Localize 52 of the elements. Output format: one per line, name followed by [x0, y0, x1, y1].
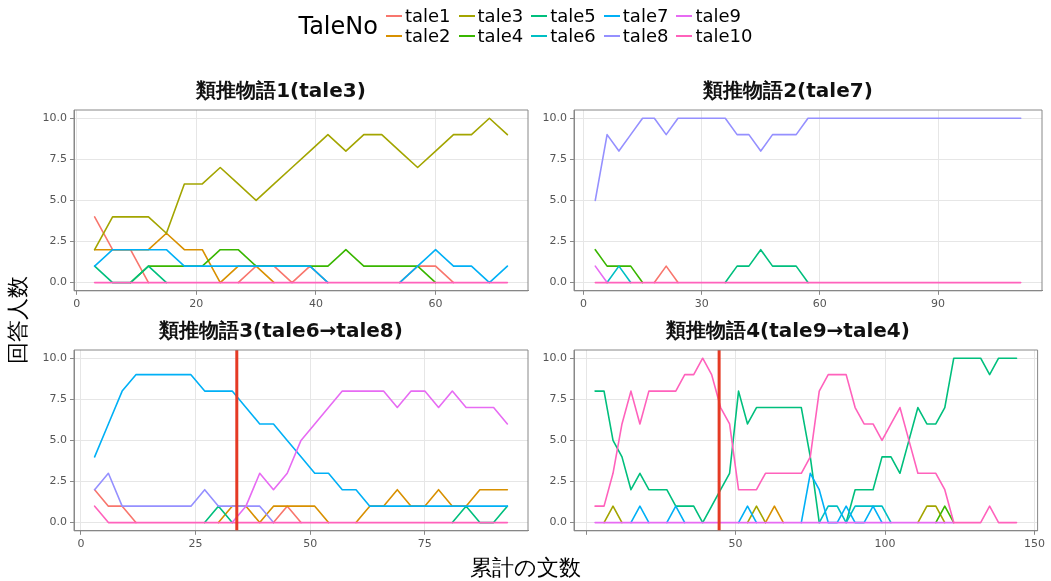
y-tick-label: 5.0	[49, 433, 67, 447]
legend-label: tale1	[404, 5, 451, 26]
legend-label: tale4	[477, 25, 524, 46]
chart-title: 類推物語4(tale9→tale4)	[665, 318, 910, 343]
x-tick-label: 75	[417, 537, 432, 551]
y-tick-label: 0.0	[549, 275, 567, 289]
x-tick-label: 30	[694, 297, 709, 311]
y-tick-label: 0.0	[549, 515, 567, 529]
y-tick-label: 10.0	[42, 351, 67, 365]
x-tick-label: 20	[189, 297, 204, 311]
legend-label: tale7	[622, 5, 669, 26]
chart-title: 類推物語2(tale7)	[702, 78, 873, 103]
y-tick-label: 5.0	[49, 193, 67, 207]
chart-title: 類推物語1(tale3)	[195, 78, 366, 103]
x-axis-title: 累計の文数	[469, 554, 582, 581]
x-tick-label: 25	[188, 537, 203, 551]
legend-label: tale5	[550, 5, 596, 26]
y-tick-label: 0.0	[49, 275, 67, 289]
y-axis-title: 回答人数	[4, 276, 31, 364]
x-tick-label: 40	[308, 297, 323, 311]
y-tick-label: 10.0	[542, 351, 567, 365]
x-tick-label: 0	[73, 297, 81, 311]
x-tick-label: 100	[874, 537, 896, 551]
x-tick-label: 50	[728, 537, 743, 551]
x-tick-label: 50	[303, 537, 318, 551]
y-tick-label: 0.0	[49, 515, 67, 529]
legend-label: tale10	[695, 25, 753, 46]
legend-label: tale8	[622, 25, 669, 46]
x-tick-label: 60	[812, 297, 827, 311]
y-tick-label: 2.5	[549, 234, 567, 248]
y-tick-label: 7.5	[549, 152, 567, 166]
x-tick-label: 0	[77, 537, 85, 551]
y-tick-label: 5.0	[549, 433, 567, 447]
y-tick-label: 2.5	[49, 234, 67, 248]
y-tick-label: 10.0	[42, 111, 67, 125]
y-tick-label: 10.0	[542, 111, 567, 125]
legend-label: tale2	[404, 25, 451, 46]
x-tick-label: 0	[579, 297, 587, 311]
legend-title: TaleNo	[298, 12, 378, 40]
y-tick-label: 7.5	[549, 392, 567, 406]
y-tick-label: 7.5	[49, 152, 67, 166]
y-tick-label: 5.0	[549, 193, 567, 207]
y-tick-label: 7.5	[49, 392, 67, 406]
x-tick-label: 60	[428, 297, 443, 311]
legend-label: tale9	[695, 5, 742, 26]
chart-title: 類推物語3(tale6→tale8)	[158, 318, 403, 343]
y-tick-label: 2.5	[549, 474, 567, 488]
x-tick-label: 90	[931, 297, 945, 311]
legend-label: tale3	[477, 5, 524, 26]
y-tick-label: 2.5	[49, 474, 67, 488]
x-tick-label: 150	[1023, 537, 1045, 551]
legend-label: tale6	[550, 25, 596, 46]
